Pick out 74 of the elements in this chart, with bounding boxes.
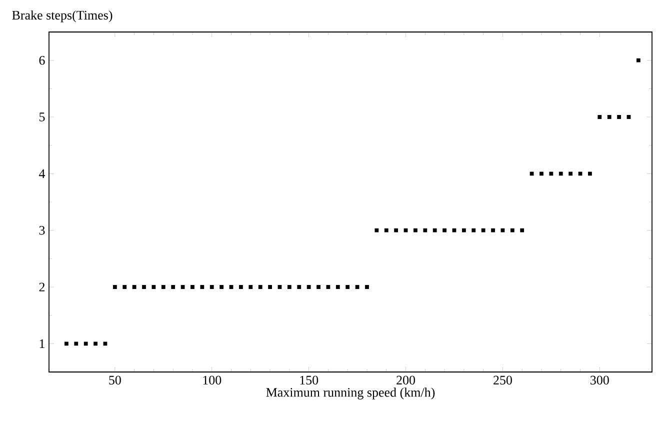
point [462, 228, 466, 232]
y-tick-label: 5 [39, 112, 45, 122]
point [220, 285, 224, 289]
point [452, 228, 456, 232]
x-tick-label: 250 [494, 376, 512, 385]
point [540, 172, 544, 176]
point [626, 115, 631, 119]
point [520, 228, 524, 232]
point [617, 115, 621, 119]
point [278, 285, 282, 289]
point [578, 172, 582, 176]
point [190, 285, 194, 289]
point [161, 285, 166, 289]
y-axis-title: Brake steps(Times) [12, 10, 112, 22]
point [112, 285, 117, 289]
point [297, 285, 302, 289]
point [210, 285, 214, 289]
point [248, 285, 253, 289]
point [549, 172, 554, 176]
point [423, 228, 428, 232]
point [568, 172, 573, 176]
y-tick-label: 6 [39, 56, 45, 65]
point [326, 285, 330, 289]
point [598, 115, 602, 119]
point [336, 285, 340, 289]
point [268, 285, 272, 289]
y-tick-label: 4 [38, 169, 46, 178]
y-tick-label: 3 [39, 226, 45, 235]
point [414, 228, 418, 232]
y-tick-label: 1 [40, 339, 44, 348]
x-tick-label: 200 [396, 376, 416, 385]
point [404, 228, 408, 232]
point [491, 228, 495, 232]
point [171, 285, 176, 289]
point [229, 285, 234, 289]
point [239, 285, 243, 289]
y-tick-label: 2 [39, 282, 45, 292]
point [258, 285, 262, 289]
point [558, 172, 563, 176]
x-tick-label: 150 [300, 376, 318, 385]
point [432, 228, 437, 232]
point [607, 115, 612, 119]
point [588, 172, 592, 176]
point [530, 172, 534, 176]
point [142, 285, 146, 289]
point [394, 228, 398, 232]
point [84, 342, 88, 346]
point [355, 285, 360, 289]
point [74, 342, 78, 346]
point [510, 228, 514, 232]
point [316, 285, 320, 289]
x-tick-label: 100 [203, 376, 222, 385]
point [636, 58, 640, 62]
point [132, 285, 136, 289]
point [287, 285, 292, 289]
x-tick-label: 50 [109, 376, 121, 385]
x-tick-label: 300 [590, 376, 609, 385]
point [481, 228, 486, 232]
x-axis-title: Maximum running speed (km/h) [266, 388, 435, 400]
point [103, 342, 108, 346]
point [306, 285, 311, 289]
point [180, 285, 185, 289]
point [152, 285, 156, 289]
point [64, 342, 68, 346]
point [500, 228, 505, 232]
point [472, 228, 476, 232]
point [365, 285, 369, 289]
point [384, 228, 388, 232]
point [346, 285, 350, 289]
point [122, 285, 127, 289]
point [442, 228, 446, 232]
point [200, 285, 204, 289]
point [94, 342, 98, 346]
point [374, 228, 379, 232]
